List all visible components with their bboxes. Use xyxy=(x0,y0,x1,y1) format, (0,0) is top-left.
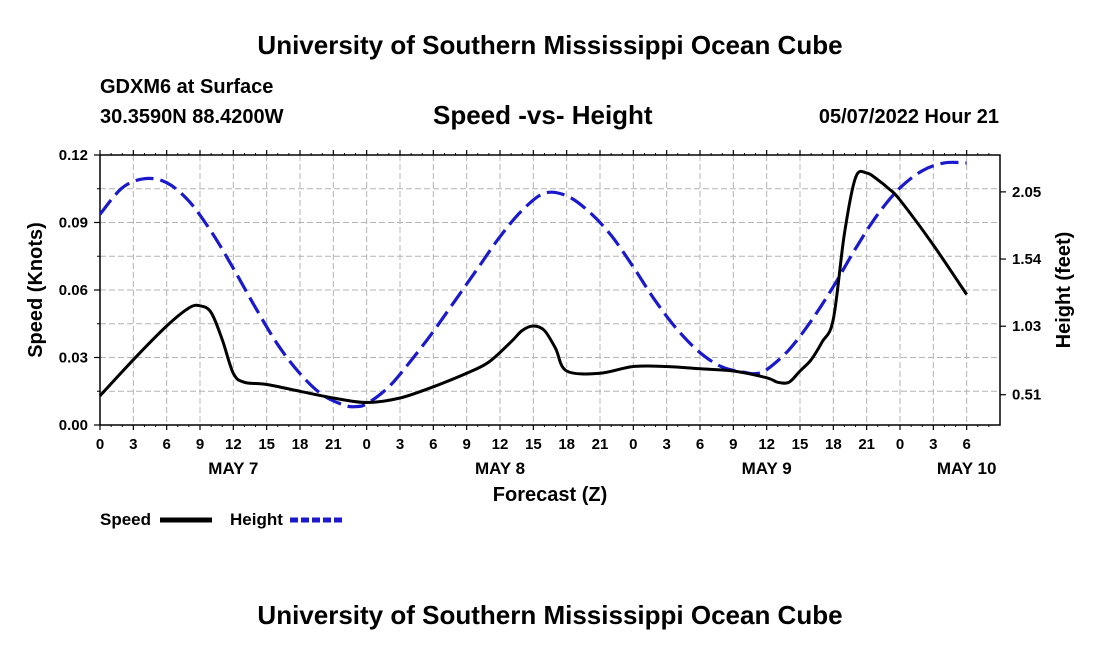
footer-title: University of Southern Mississippi Ocean… xyxy=(257,600,843,630)
x-tick-label: 18 xyxy=(825,436,842,453)
x-tick-label: 12 xyxy=(225,436,242,453)
coordinates-label: 30.3590N 88.4200W xyxy=(100,106,284,128)
x-tick-label: 0 xyxy=(96,436,104,453)
x-tick-label: 21 xyxy=(325,436,342,453)
y-tick-label: 0.03 xyxy=(59,350,88,367)
series-line-height xyxy=(98,160,967,409)
x-tick-label: 15 xyxy=(792,436,809,453)
x-axis-label: Forecast (Z) xyxy=(493,484,607,506)
main-title: University of Southern Mississippi Ocean… xyxy=(257,30,843,60)
x-tick-label: 3 xyxy=(662,436,670,453)
grid xyxy=(99,154,1000,426)
day-label: MAY 8 xyxy=(475,459,525,478)
y2-tick-label: 0.51 xyxy=(1012,387,1041,404)
y2-tick-label: 1.03 xyxy=(1012,318,1041,335)
y-tick-label: 0.09 xyxy=(59,215,88,232)
x-tick-label: 3 xyxy=(929,436,937,453)
station-label: GDXM6 at Surface xyxy=(100,76,274,98)
y-tick-label: 0.12 xyxy=(59,147,88,164)
x-tick-label: 0 xyxy=(362,436,370,453)
x-tick-label: 9 xyxy=(196,436,204,453)
y2-axis-label: Height (feet) xyxy=(1053,232,1075,349)
x-tick-label: 6 xyxy=(962,436,970,453)
series xyxy=(98,160,968,409)
x-tick-label: 15 xyxy=(258,436,275,453)
y-tick-label: 0.00 xyxy=(59,417,88,434)
y2-tick-label: 2.05 xyxy=(1012,184,1041,201)
x-tick-label: 18 xyxy=(558,436,575,453)
x-tick-label: 6 xyxy=(429,436,437,453)
legend-height-label: Height xyxy=(230,510,283,529)
x-tick-label: 6 xyxy=(162,436,170,453)
x-tick-label: 21 xyxy=(592,436,609,453)
x-tick-label: 15 xyxy=(525,436,542,453)
x-tick-label: 9 xyxy=(729,436,737,453)
axis-ticks: 0 3 6 9 12 15 18 21 0 3 6 9 12 15 18 21 0 3 6 9 12 15 18 21 0 3 6 M… xyxy=(59,147,1042,478)
x-tick-label: 12 xyxy=(492,436,509,453)
legend: Speed Height xyxy=(100,510,342,529)
y2-tick-label: 1.54 xyxy=(1012,251,1042,268)
legend-speed-label: Speed xyxy=(100,510,151,529)
x-tick-label: 21 xyxy=(858,436,875,453)
x-tick-label: 9 xyxy=(462,436,470,453)
x-tick-label: 6 xyxy=(696,436,704,453)
day-label: MAY 7 xyxy=(208,459,258,478)
forecast-datetime: 05/07/2022 Hour 21 xyxy=(818,106,999,128)
x-tick-label: 0 xyxy=(896,436,904,453)
series-line-speed xyxy=(98,169,968,404)
y-axis-label: Speed (Knots) xyxy=(25,222,47,358)
x-tick-label: 3 xyxy=(129,436,137,453)
day-label: MAY 10 xyxy=(937,459,997,478)
x-tick-label: 12 xyxy=(758,436,775,453)
x-tick-label: 18 xyxy=(292,436,309,453)
day-label: MAY 9 xyxy=(742,459,792,478)
x-tick-label: 0 xyxy=(629,436,637,453)
x-tick-label: 3 xyxy=(396,436,404,453)
y-tick-label: 0.06 xyxy=(59,282,88,299)
chart-title: Speed -vs- Height xyxy=(433,100,653,130)
